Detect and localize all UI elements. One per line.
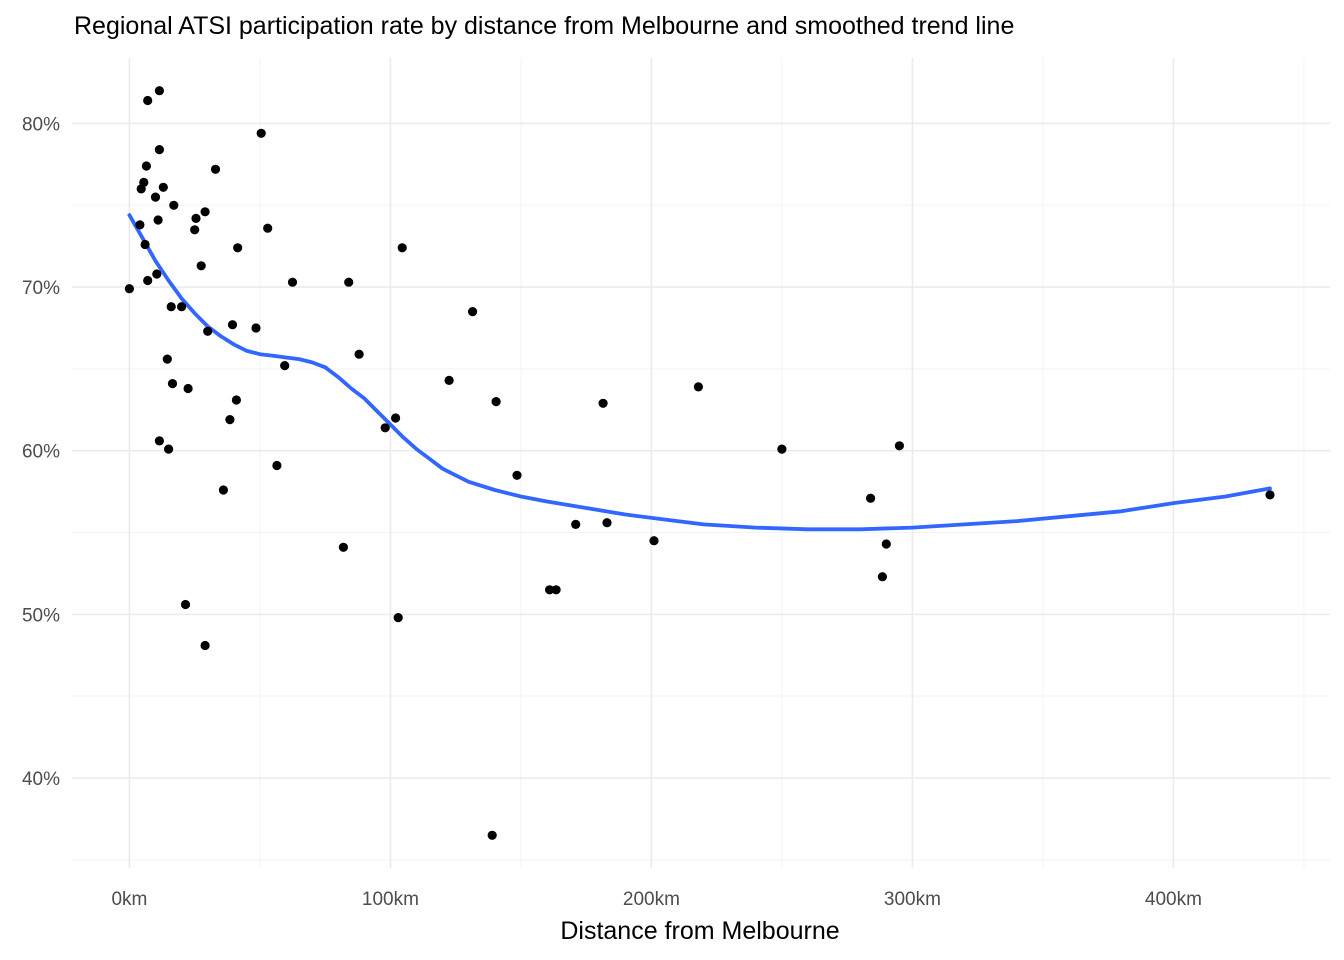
data-point <box>152 269 162 279</box>
data-point <box>877 572 888 582</box>
data-point <box>203 326 213 336</box>
y-tick-label: 50% <box>22 605 60 626</box>
data-point <box>894 441 905 451</box>
y-tick-label: 60% <box>22 442 60 463</box>
data-point <box>344 277 354 287</box>
data-point <box>150 192 161 202</box>
data-point <box>287 277 298 287</box>
data-point <box>251 323 261 333</box>
data-point <box>167 379 178 389</box>
data-point <box>135 220 145 230</box>
data-point <box>571 519 581 530</box>
data-point <box>512 470 522 480</box>
data-point <box>280 361 290 371</box>
data-point <box>545 585 555 595</box>
data-point <box>380 423 390 433</box>
points-layer <box>124 86 1275 840</box>
data-point <box>143 95 153 106</box>
data-point <box>190 225 200 235</box>
data-point <box>158 182 168 192</box>
data-point <box>602 518 612 528</box>
data-point <box>777 444 787 454</box>
data-point <box>166 302 176 312</box>
data-point <box>354 349 364 359</box>
x-tick-label: 100km <box>362 889 419 910</box>
data-point <box>200 207 210 217</box>
x-tick-label: 200km <box>623 889 680 910</box>
data-point <box>1265 490 1275 500</box>
data-point <box>154 436 164 446</box>
data-point <box>218 485 228 495</box>
data-point <box>139 177 149 187</box>
x-axis: 0km 100km 200km 300km 400km <box>111 889 1201 910</box>
y-tick-label: 70% <box>22 278 60 299</box>
data-point <box>154 145 164 155</box>
data-point <box>210 164 221 174</box>
data-point <box>153 215 163 225</box>
data-point <box>233 243 243 253</box>
data-point <box>444 375 454 385</box>
data-point <box>196 261 206 271</box>
data-point <box>491 397 501 407</box>
x-tick-label: 300km <box>884 889 941 910</box>
data-point <box>140 239 150 250</box>
data-point <box>487 830 497 840</box>
data-point <box>227 320 238 330</box>
data-point <box>180 599 191 610</box>
y-tick-label: 80% <box>22 114 60 135</box>
data-point <box>263 223 273 233</box>
data-point <box>143 275 153 286</box>
data-point <box>231 395 241 405</box>
chart-title: Regional ATSI participation rate by dist… <box>74 12 1015 40</box>
data-point <box>393 613 403 623</box>
data-point <box>649 536 659 546</box>
grid-layer <box>72 58 1330 868</box>
data-point <box>154 86 164 96</box>
data-point <box>397 243 407 253</box>
data-point <box>200 640 210 651</box>
x-tick-label: 400km <box>1145 889 1202 910</box>
data-point <box>164 444 174 454</box>
data-point <box>338 542 348 552</box>
data-point <box>191 213 201 223</box>
data-point <box>177 302 187 312</box>
data-point <box>169 200 179 210</box>
data-point <box>256 128 266 138</box>
data-point <box>693 382 704 392</box>
data-point <box>881 539 891 549</box>
y-axis: 40% 50% 60% 70% 80% <box>22 114 60 790</box>
data-point <box>162 354 172 364</box>
data-point <box>124 284 134 294</box>
data-point <box>391 413 401 423</box>
data-point <box>468 307 478 317</box>
x-axis-title: Distance from Melbourne <box>560 917 839 945</box>
data-point <box>141 161 151 171</box>
trend-line <box>127 213 1272 532</box>
data-point <box>183 383 193 394</box>
y-tick-label: 40% <box>22 769 60 790</box>
data-point <box>866 493 876 503</box>
data-point <box>551 585 561 595</box>
data-point <box>598 398 608 408</box>
data-point <box>272 460 282 471</box>
data-point <box>225 415 235 425</box>
x-tick-label: 0km <box>111 889 147 910</box>
